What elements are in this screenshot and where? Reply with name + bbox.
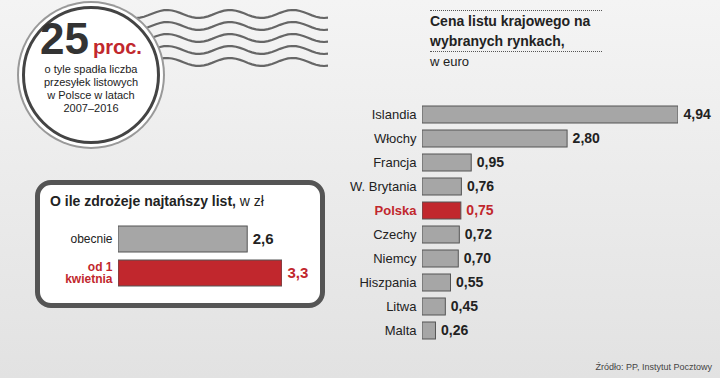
svg-text:0,72: 0,72 [465, 226, 492, 242]
svg-text:2,80: 2,80 [573, 130, 600, 146]
html-text:Źródło: PP, Instytut Pocztowy: Źródło: PP, Instytut Pocztowy [595, 362, 712, 372]
svg-text:Francja: Francja [373, 155, 417, 170]
svg-text:Niemcy: Niemcy [373, 251, 417, 266]
svg-text:W. Brytania: W. Brytania [350, 179, 417, 194]
svg-text:0,70: 0,70 [464, 250, 491, 266]
svg-text:2,6: 2,6 [253, 230, 274, 247]
svg-text:0,75: 0,75 [466, 202, 493, 218]
html-text:w euro: w euro [430, 54, 469, 69]
html-text:Cena listu krajowego na wybran: Cena listu krajowego na wybranych rynkac… [430, 13, 591, 49]
svg-text:Polska: Polska [375, 203, 418, 218]
svg-text:Włochy: Włochy [374, 131, 417, 146]
html-text:o tyle spadła liczba przesyłek: o tyle spadła liczba przesyłek listowych… [43, 63, 139, 114]
svg-text:Islandia: Islandia [372, 107, 418, 122]
svg-text:obecnie: obecnie [70, 232, 112, 246]
svg-text:4,94: 4,94 [684, 106, 711, 122]
svg-text:od 1kwietnia: od 1kwietnia [65, 260, 113, 286]
svg-text:0,95: 0,95 [477, 154, 504, 170]
html-text:25: 25 [40, 14, 89, 63]
svg-text:3,3: 3,3 [288, 264, 309, 281]
html-text:proc.: proc. [93, 36, 142, 58]
svg-text:Hiszpania: Hiszpania [359, 275, 417, 290]
svg-text:0,55: 0,55 [456, 274, 483, 290]
html-text:O ile zdrożeje najtańszy list,: O ile zdrożeje najtańszy list, w zł [50, 193, 264, 209]
svg-text:Czechy: Czechy [373, 227, 417, 242]
svg-text:Malta: Malta [385, 323, 418, 338]
svg-text:Litwa: Litwa [386, 299, 417, 314]
svg-text:0,45: 0,45 [451, 298, 478, 314]
svg-text:0,26: 0,26 [441, 322, 468, 338]
svg-text:0,76: 0,76 [467, 178, 494, 194]
